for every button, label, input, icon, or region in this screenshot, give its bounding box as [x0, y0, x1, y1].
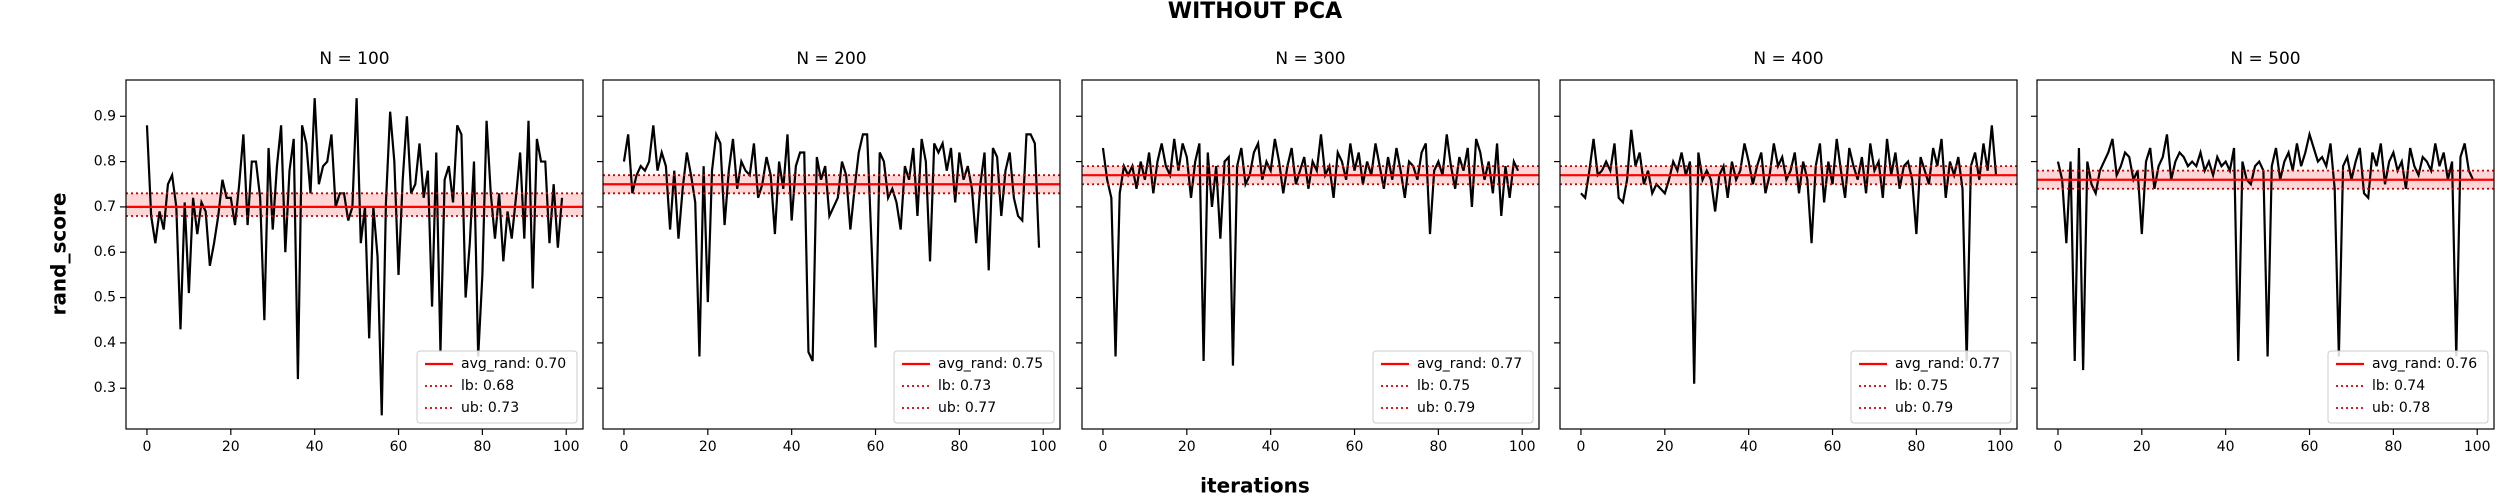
x-tick-label: 0 — [620, 439, 629, 455]
subplot-title: N = 500 — [2230, 49, 2300, 69]
legend-label: avg_rand: 0.77 — [1895, 356, 2000, 372]
figure-title: WITHOUT PCA — [1168, 0, 1342, 24]
y-tick-label: 0.8 — [94, 154, 116, 170]
x-tick-label: 80 — [1429, 439, 1447, 455]
axes-frame — [1559, 79, 2018, 430]
x-tick-label: 80 — [2384, 439, 2402, 455]
legend-label: ub: 0.78 — [2372, 400, 2430, 416]
legend-box — [1850, 350, 2012, 424]
x-tick-label: 0 — [2054, 439, 2063, 455]
legend-box — [893, 350, 1055, 424]
y-axis-label: rand_score — [47, 193, 71, 316]
legend-label: avg_rand: 0.75 — [938, 356, 1043, 372]
x-tick-label: 40 — [306, 439, 324, 455]
y-tick-label: 0.3 — [94, 380, 116, 396]
x-tick-label: 40 — [1262, 439, 1280, 455]
x-tick-label: 40 — [783, 439, 801, 455]
x-axis-label: iterations — [1200, 474, 1310, 498]
x-tick-label: 60 — [2301, 439, 2319, 455]
x-tick-label: 0 — [143, 439, 152, 455]
legend-label: ub: 0.79 — [1417, 400, 1475, 416]
data-line — [2056, 130, 2475, 371]
legend-box — [416, 350, 578, 424]
subplot-title: N = 400 — [1753, 49, 1823, 69]
legend-label: avg_rand: 0.76 — [2372, 356, 2477, 372]
legend-label: lb: 0.75 — [1417, 378, 1470, 394]
legend-label: ub: 0.73 — [461, 400, 519, 416]
x-tick-label: 80 — [1907, 439, 1925, 455]
legend-label: ub: 0.77 — [938, 400, 996, 416]
x-tick-label: 40 — [1740, 439, 1758, 455]
subplot-title: N = 300 — [1275, 49, 1345, 69]
axes-frame — [602, 79, 1061, 430]
x-tick-label: 0 — [1099, 439, 1108, 455]
x-tick-label: 100 — [1987, 439, 2014, 455]
legend-box — [2327, 350, 2489, 424]
confidence-band — [126, 193, 583, 216]
x-tick-label: 100 — [1509, 439, 1536, 455]
x-tick-label: 0 — [1577, 439, 1586, 455]
axes-frame — [2036, 79, 2495, 430]
data-line — [622, 125, 1041, 362]
legend-label: avg_rand: 0.70 — [461, 356, 566, 372]
subplot-title: N = 200 — [796, 49, 866, 69]
data-line — [1580, 125, 1998, 384]
y-tick-label: 0.6 — [94, 244, 116, 260]
legend-label: lb: 0.74 — [2372, 378, 2425, 394]
x-tick-label: 20 — [222, 439, 240, 455]
x-tick-label: 60 — [1346, 439, 1364, 455]
x-tick-label: 20 — [2133, 439, 2151, 455]
x-tick-label: 80 — [473, 439, 491, 455]
x-tick-label: 20 — [1178, 439, 1196, 455]
axes-frame — [1081, 79, 1540, 430]
y-tick-label: 0.4 — [94, 335, 116, 351]
x-tick-label: 60 — [1824, 439, 1842, 455]
x-tick-label: 100 — [1030, 439, 1057, 455]
legend-label: ub: 0.79 — [1895, 400, 1953, 416]
legend-label: lb: 0.75 — [1895, 378, 1948, 394]
x-tick-label: 100 — [553, 439, 580, 455]
legend-label: avg_rand: 0.77 — [1417, 356, 1522, 372]
x-tick-label: 20 — [699, 439, 717, 455]
x-tick-label: 60 — [867, 439, 885, 455]
x-tick-label: 80 — [950, 439, 968, 455]
y-tick-label: 0.5 — [94, 290, 116, 306]
y-tick-label: 0.7 — [94, 199, 116, 215]
y-tick-label: 0.9 — [94, 108, 116, 124]
x-tick-label: 60 — [390, 439, 408, 455]
legend-label: lb: 0.68 — [461, 378, 514, 394]
axes-frame — [125, 79, 584, 430]
x-tick-label: 40 — [2217, 439, 2235, 455]
legend-label: lb: 0.73 — [938, 378, 991, 394]
x-tick-label: 20 — [1656, 439, 1674, 455]
subplot-title: N = 100 — [319, 49, 389, 69]
legend-box — [1372, 350, 1534, 424]
x-tick-label: 100 — [2464, 439, 2491, 455]
